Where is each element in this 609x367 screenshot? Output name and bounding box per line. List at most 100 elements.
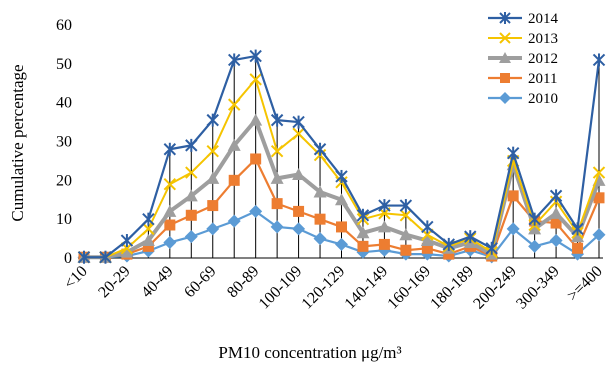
series-point: [163, 178, 177, 191]
series-point: [485, 241, 498, 255]
x-tick-label: 80-89: [224, 263, 262, 301]
series-point: [292, 222, 306, 236]
series-point: [228, 174, 240, 186]
series-point: [184, 230, 198, 244]
series-point: [141, 234, 155, 247]
x-tick-label: 300-349: [513, 263, 563, 313]
series-point: [357, 240, 369, 252]
series-point: [499, 32, 511, 44]
y-tick-label: 0: [64, 250, 72, 267]
series-point: [227, 214, 241, 228]
series-point: [249, 113, 263, 126]
x-tick-label: <10: [61, 263, 91, 293]
series-point: [528, 222, 542, 235]
series-point: [163, 204, 177, 217]
series-point: [499, 12, 511, 24]
series-point: [335, 169, 348, 183]
series-point: [400, 244, 412, 256]
x-tick-label: 140-149: [342, 263, 392, 313]
x-tick-label: 60-69: [181, 263, 219, 301]
series-point: [592, 53, 606, 67]
series-2010: [77, 204, 606, 264]
series-point: [77, 250, 91, 264]
series-point: [506, 222, 520, 236]
legend-entry: 2010: [488, 91, 558, 107]
series-point: [270, 145, 284, 158]
legend-entry: 2014: [488, 11, 559, 27]
x-tick-label: 160-169: [384, 263, 434, 313]
legend: 2014 2013 2012 2011 2010: [488, 11, 559, 107]
series-point: [207, 200, 219, 212]
series-point: [593, 192, 605, 204]
x-axis-label: PM10 concentration μg/m³: [218, 343, 401, 362]
y-tick-labels: 0 10 20 30 40 50 60: [56, 17, 72, 267]
series-point: [313, 232, 327, 246]
series-point: [443, 248, 455, 260]
legend-label: 2014: [528, 11, 559, 27]
series-point: [163, 235, 177, 249]
series-point: [270, 220, 284, 234]
series-point: [421, 220, 434, 234]
series-point: [314, 213, 326, 225]
series-group: [77, 49, 606, 264]
series-2014: [77, 49, 606, 264]
legend-label: 2010: [528, 91, 558, 107]
x-tick-label: 200-249: [470, 263, 520, 313]
x-tick-label: 20-29: [95, 263, 133, 301]
series-point: [99, 250, 112, 264]
series-point: [592, 166, 606, 179]
y-axis-label: Cumulative percentage: [8, 64, 27, 221]
series-point: [185, 138, 198, 152]
series-point: [500, 73, 510, 83]
x-tick-labels: <10 20-29 40-49 60-69 80-89100-109120-129140…: [61, 263, 606, 313]
y-tick-label: 40: [56, 95, 72, 112]
series-point: [378, 199, 391, 213]
series-point: [335, 193, 348, 206]
series-point: [572, 242, 584, 254]
series-point: [377, 220, 391, 233]
series-point: [120, 245, 134, 258]
y-tick-label: 50: [56, 56, 72, 73]
series-point: [184, 189, 198, 202]
series-point: [549, 206, 563, 219]
series-point: [206, 171, 220, 184]
series-point: [142, 212, 155, 226]
series-point: [292, 115, 305, 129]
series-point: [506, 146, 520, 160]
legend-entry: 2013: [488, 31, 558, 47]
series-point: [249, 73, 262, 86]
series-point: [399, 199, 413, 213]
y-tick-label: 10: [56, 211, 72, 228]
series-point: [336, 221, 347, 233]
series-point: [270, 171, 284, 184]
legend-label: 2012: [528, 51, 558, 67]
series-point: [399, 228, 413, 241]
legend-entry: 2011: [488, 71, 557, 87]
series-point: [227, 138, 241, 151]
series-point: [356, 226, 370, 239]
series-point: [163, 142, 177, 156]
series-point: [185, 166, 198, 179]
series-point: [378, 238, 390, 250]
series-point: [206, 145, 219, 158]
series-point: [335, 237, 348, 251]
series-point: [250, 153, 262, 165]
series-point: [528, 239, 542, 253]
series-point: [249, 49, 262, 63]
series-point: [270, 113, 284, 127]
series-point: [249, 204, 263, 218]
y-tick-label: 60: [56, 17, 72, 34]
series-point: [549, 234, 563, 248]
series-point: [142, 222, 155, 236]
series-point: [399, 209, 413, 222]
x-tick-label: 180-189: [427, 263, 477, 313]
series-point: [120, 234, 134, 248]
series-point: [571, 230, 585, 243]
series-point: [528, 212, 541, 226]
x-tick-label: 100-109: [256, 263, 306, 313]
x-tick-label: 120-129: [299, 263, 349, 313]
y-tick-label: 30: [56, 134, 72, 151]
series-point: [228, 53, 241, 67]
series-point: [313, 142, 327, 156]
series-point: [421, 242, 433, 254]
